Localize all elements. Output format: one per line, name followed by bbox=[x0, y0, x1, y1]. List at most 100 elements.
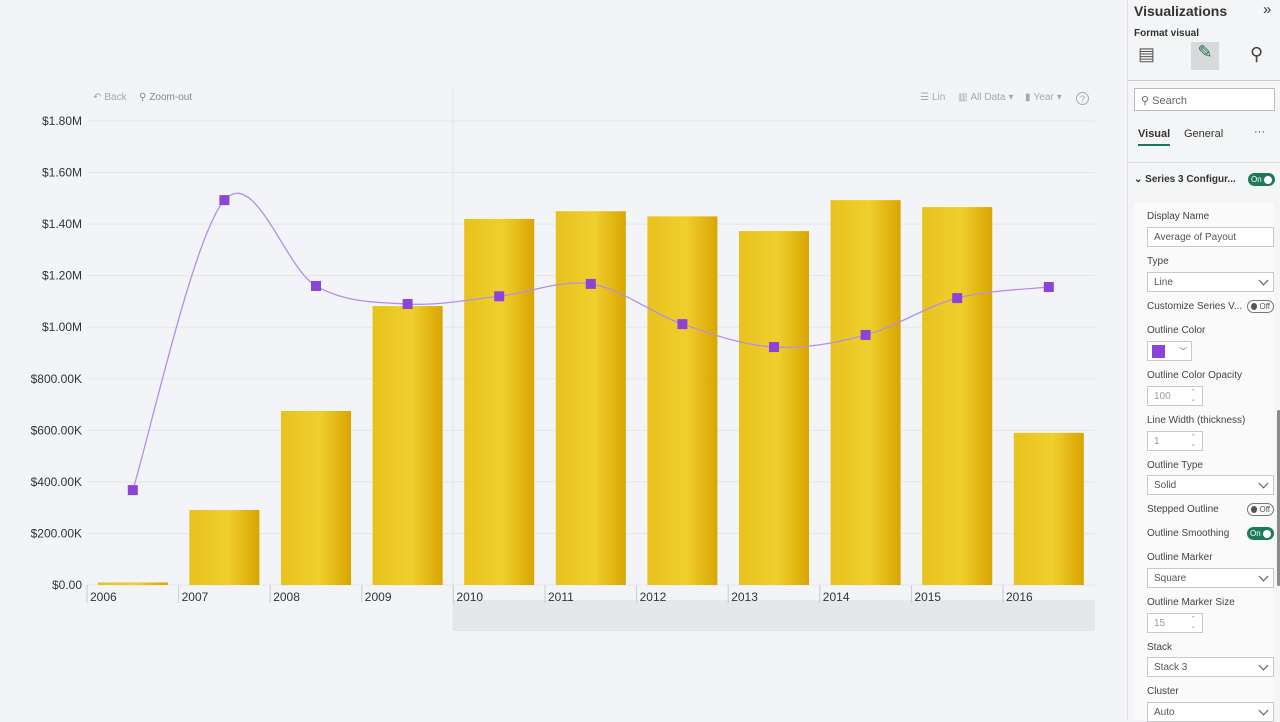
y-tick-label: $800.00K bbox=[31, 372, 82, 386]
line-marker bbox=[311, 280, 321, 291]
line-marker bbox=[677, 319, 688, 330]
build-visual-icon[interactable]: ▤ bbox=[1138, 44, 1156, 64]
stepper-arrows-icon[interactable]: ⌃ ⌄ bbox=[1190, 434, 1196, 448]
bar bbox=[464, 218, 535, 585]
x-tick-label: 2014 bbox=[823, 590, 850, 604]
stepper-arrows-icon[interactable]: ⌃ ⌄ bbox=[1190, 616, 1196, 630]
pane-scrollbar[interactable] bbox=[1277, 410, 1280, 586]
cluster-label: Cluster bbox=[1147, 686, 1179, 697]
y-tick-label: $400.00K bbox=[31, 475, 82, 489]
data-filter-label: All Data bbox=[970, 92, 1006, 103]
report-canvas: ↶ Back ⚲ Zoom-out ☰ Lin ▥ All Data ▾ ▮ Year ▾ ?… bbox=[30, 87, 1095, 631]
level-dropdown[interactable]: ▮ Year ▾ bbox=[1025, 92, 1062, 103]
type-dropdown[interactable]: Line bbox=[1147, 272, 1274, 292]
type-value: Line bbox=[1154, 276, 1173, 288]
opacity-label: Outline Color Opacity bbox=[1147, 370, 1243, 381]
combo-chart: 2006 2007 2008 2009 2010 2011 2012 2013 2014 2015… bbox=[31, 87, 1095, 631]
back-button[interactable]: ↶ Back bbox=[93, 92, 127, 103]
stepped-outline-toggle[interactable]: Off bbox=[1247, 503, 1274, 516]
y-tick-label: $1.60M bbox=[42, 166, 82, 180]
opacity-value: 100 bbox=[1154, 390, 1171, 402]
search-input[interactable]: ⚲ Search bbox=[1134, 88, 1275, 111]
line-width-label: Line Width (thickness) bbox=[1147, 415, 1246, 426]
selection-range[interactable] bbox=[453, 600, 1095, 631]
y-tick-label: $1.00M bbox=[42, 320, 82, 334]
y-tick-label: $1.40M bbox=[42, 217, 82, 231]
x-tick-label: 2008 bbox=[273, 590, 300, 604]
x-tick-label: 2007 bbox=[182, 590, 209, 604]
format-visual-icon[interactable]: ✎ bbox=[1191, 42, 1219, 70]
outline-marker-value: Square bbox=[1154, 572, 1187, 584]
chevron-down-icon: ﹀ bbox=[1179, 346, 1187, 356]
collapse-icon[interactable]: » bbox=[1263, 1, 1272, 18]
stack-dropdown[interactable]: Stack 3 bbox=[1147, 657, 1274, 677]
y-tick-label: $600.00K bbox=[31, 423, 82, 437]
stack-label: Stack bbox=[1147, 642, 1173, 653]
x-tick-label: 2015 bbox=[914, 590, 941, 604]
line-marker bbox=[769, 342, 779, 353]
bar bbox=[281, 411, 351, 585]
line-marker bbox=[952, 293, 963, 304]
section-title: Series 3 Configur... bbox=[1145, 174, 1236, 185]
visualizations-pane: Visualizations » Format visual ▤ ✎ ⚲ ⚲ S… bbox=[1127, 0, 1280, 722]
section-toggle[interactable]: On bbox=[1248, 173, 1275, 186]
series-line bbox=[132, 192, 1049, 491]
search-placeholder: Search bbox=[1152, 95, 1187, 107]
scale-label: Lin bbox=[931, 92, 946, 103]
outline-color-label: Outline Color bbox=[1147, 325, 1206, 336]
analytics-icon[interactable]: ⚲ bbox=[1250, 44, 1264, 64]
line-marker bbox=[494, 291, 505, 302]
x-tick-label: 2012 bbox=[640, 590, 667, 604]
y-tick-label: $1.80M bbox=[42, 114, 82, 128]
outline-type-label: Outline Type bbox=[1147, 460, 1203, 471]
customize-series-label: Customize Series V... bbox=[1147, 301, 1243, 312]
cluster-value: Auto bbox=[1154, 706, 1175, 718]
outline-smoothing-label: Outline Smoothing bbox=[1147, 528, 1230, 539]
stepper-arrows-icon[interactable]: ⌃ ⌄ bbox=[1190, 389, 1196, 403]
line-marker bbox=[1043, 282, 1054, 293]
line-width-stepper[interactable]: 1 ⌃ ⌄ bbox=[1147, 431, 1203, 451]
data-filter-dropdown[interactable]: ▥ All Data ▾ bbox=[958, 92, 1014, 103]
outline-color-picker[interactable]: ﹀ bbox=[1147, 341, 1192, 361]
marker-size-stepper[interactable]: 15 ⌃ ⌄ bbox=[1147, 613, 1203, 633]
line-width-value: 1 bbox=[1154, 435, 1160, 447]
more-options-icon[interactable]: ··· bbox=[1254, 126, 1265, 138]
cluster-dropdown[interactable]: Auto bbox=[1147, 702, 1274, 722]
bar bbox=[830, 200, 901, 586]
x-tick-label: 2011 bbox=[548, 590, 574, 604]
opacity-stepper[interactable]: 100 ⌃ ⌄ bbox=[1147, 386, 1203, 406]
zoom-out-label: Zoom-out bbox=[149, 92, 193, 103]
help-icon[interactable]: ? bbox=[1076, 92, 1089, 105]
pane-title: Visualizations bbox=[1134, 3, 1228, 19]
bar bbox=[1013, 432, 1084, 585]
bar-chart-icon: ▥ bbox=[958, 92, 968, 103]
pane-subtitle: Format visual bbox=[1134, 28, 1200, 39]
section-header-series-3[interactable]: ⌄ Series 3 Configur... bbox=[1134, 174, 1236, 185]
marker-size-value: 15 bbox=[1154, 617, 1166, 629]
outline-marker-label: Outline Marker bbox=[1147, 552, 1213, 563]
color-swatch bbox=[1152, 344, 1165, 358]
column-icon: ▮ bbox=[1025, 92, 1031, 103]
bar bbox=[555, 211, 626, 585]
x-tick-label: 2010 bbox=[456, 590, 483, 604]
line-marker bbox=[219, 195, 230, 206]
x-tick-label: 2009 bbox=[365, 590, 392, 604]
stack-value: Stack 3 bbox=[1154, 661, 1188, 673]
outline-smoothing-toggle[interactable]: On bbox=[1247, 527, 1274, 540]
scale-button[interactable]: ☰ Lin bbox=[920, 92, 945, 103]
back-icon: ↶ bbox=[93, 92, 102, 103]
bar bbox=[739, 231, 809, 585]
outline-type-dropdown[interactable]: Solid bbox=[1147, 475, 1274, 495]
outline-marker-dropdown[interactable]: Square bbox=[1147, 568, 1274, 588]
zoom-out-button[interactable]: ⚲ Zoom-out bbox=[139, 92, 192, 103]
tab-visual[interactable]: Visual bbox=[1138, 128, 1171, 146]
display-name-input[interactable]: Average of Payout bbox=[1147, 227, 1274, 247]
zoom-out-icon: ⚲ bbox=[139, 92, 147, 103]
x-tick-label: 2006 bbox=[90, 590, 117, 604]
tab-general[interactable]: General bbox=[1184, 128, 1224, 140]
bar bbox=[372, 306, 443, 585]
x-tick-label: 2016 bbox=[1006, 590, 1033, 604]
customize-series-toggle[interactable]: Off bbox=[1247, 300, 1274, 313]
line-marker bbox=[585, 278, 596, 289]
outline-type-value: Solid bbox=[1154, 479, 1177, 491]
